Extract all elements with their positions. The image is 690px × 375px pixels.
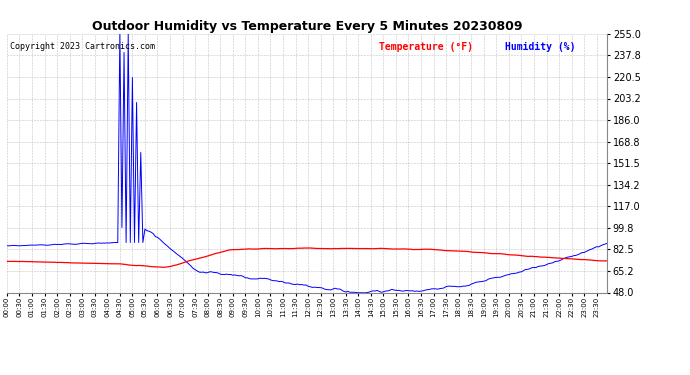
Title: Outdoor Humidity vs Temperature Every 5 Minutes 20230809: Outdoor Humidity vs Temperature Every 5 … — [92, 20, 522, 33]
Text: Humidity (%): Humidity (%) — [505, 42, 575, 51]
Text: Temperature (°F): Temperature (°F) — [379, 42, 473, 51]
Text: Copyright 2023 Cartronics.com: Copyright 2023 Cartronics.com — [10, 42, 155, 51]
